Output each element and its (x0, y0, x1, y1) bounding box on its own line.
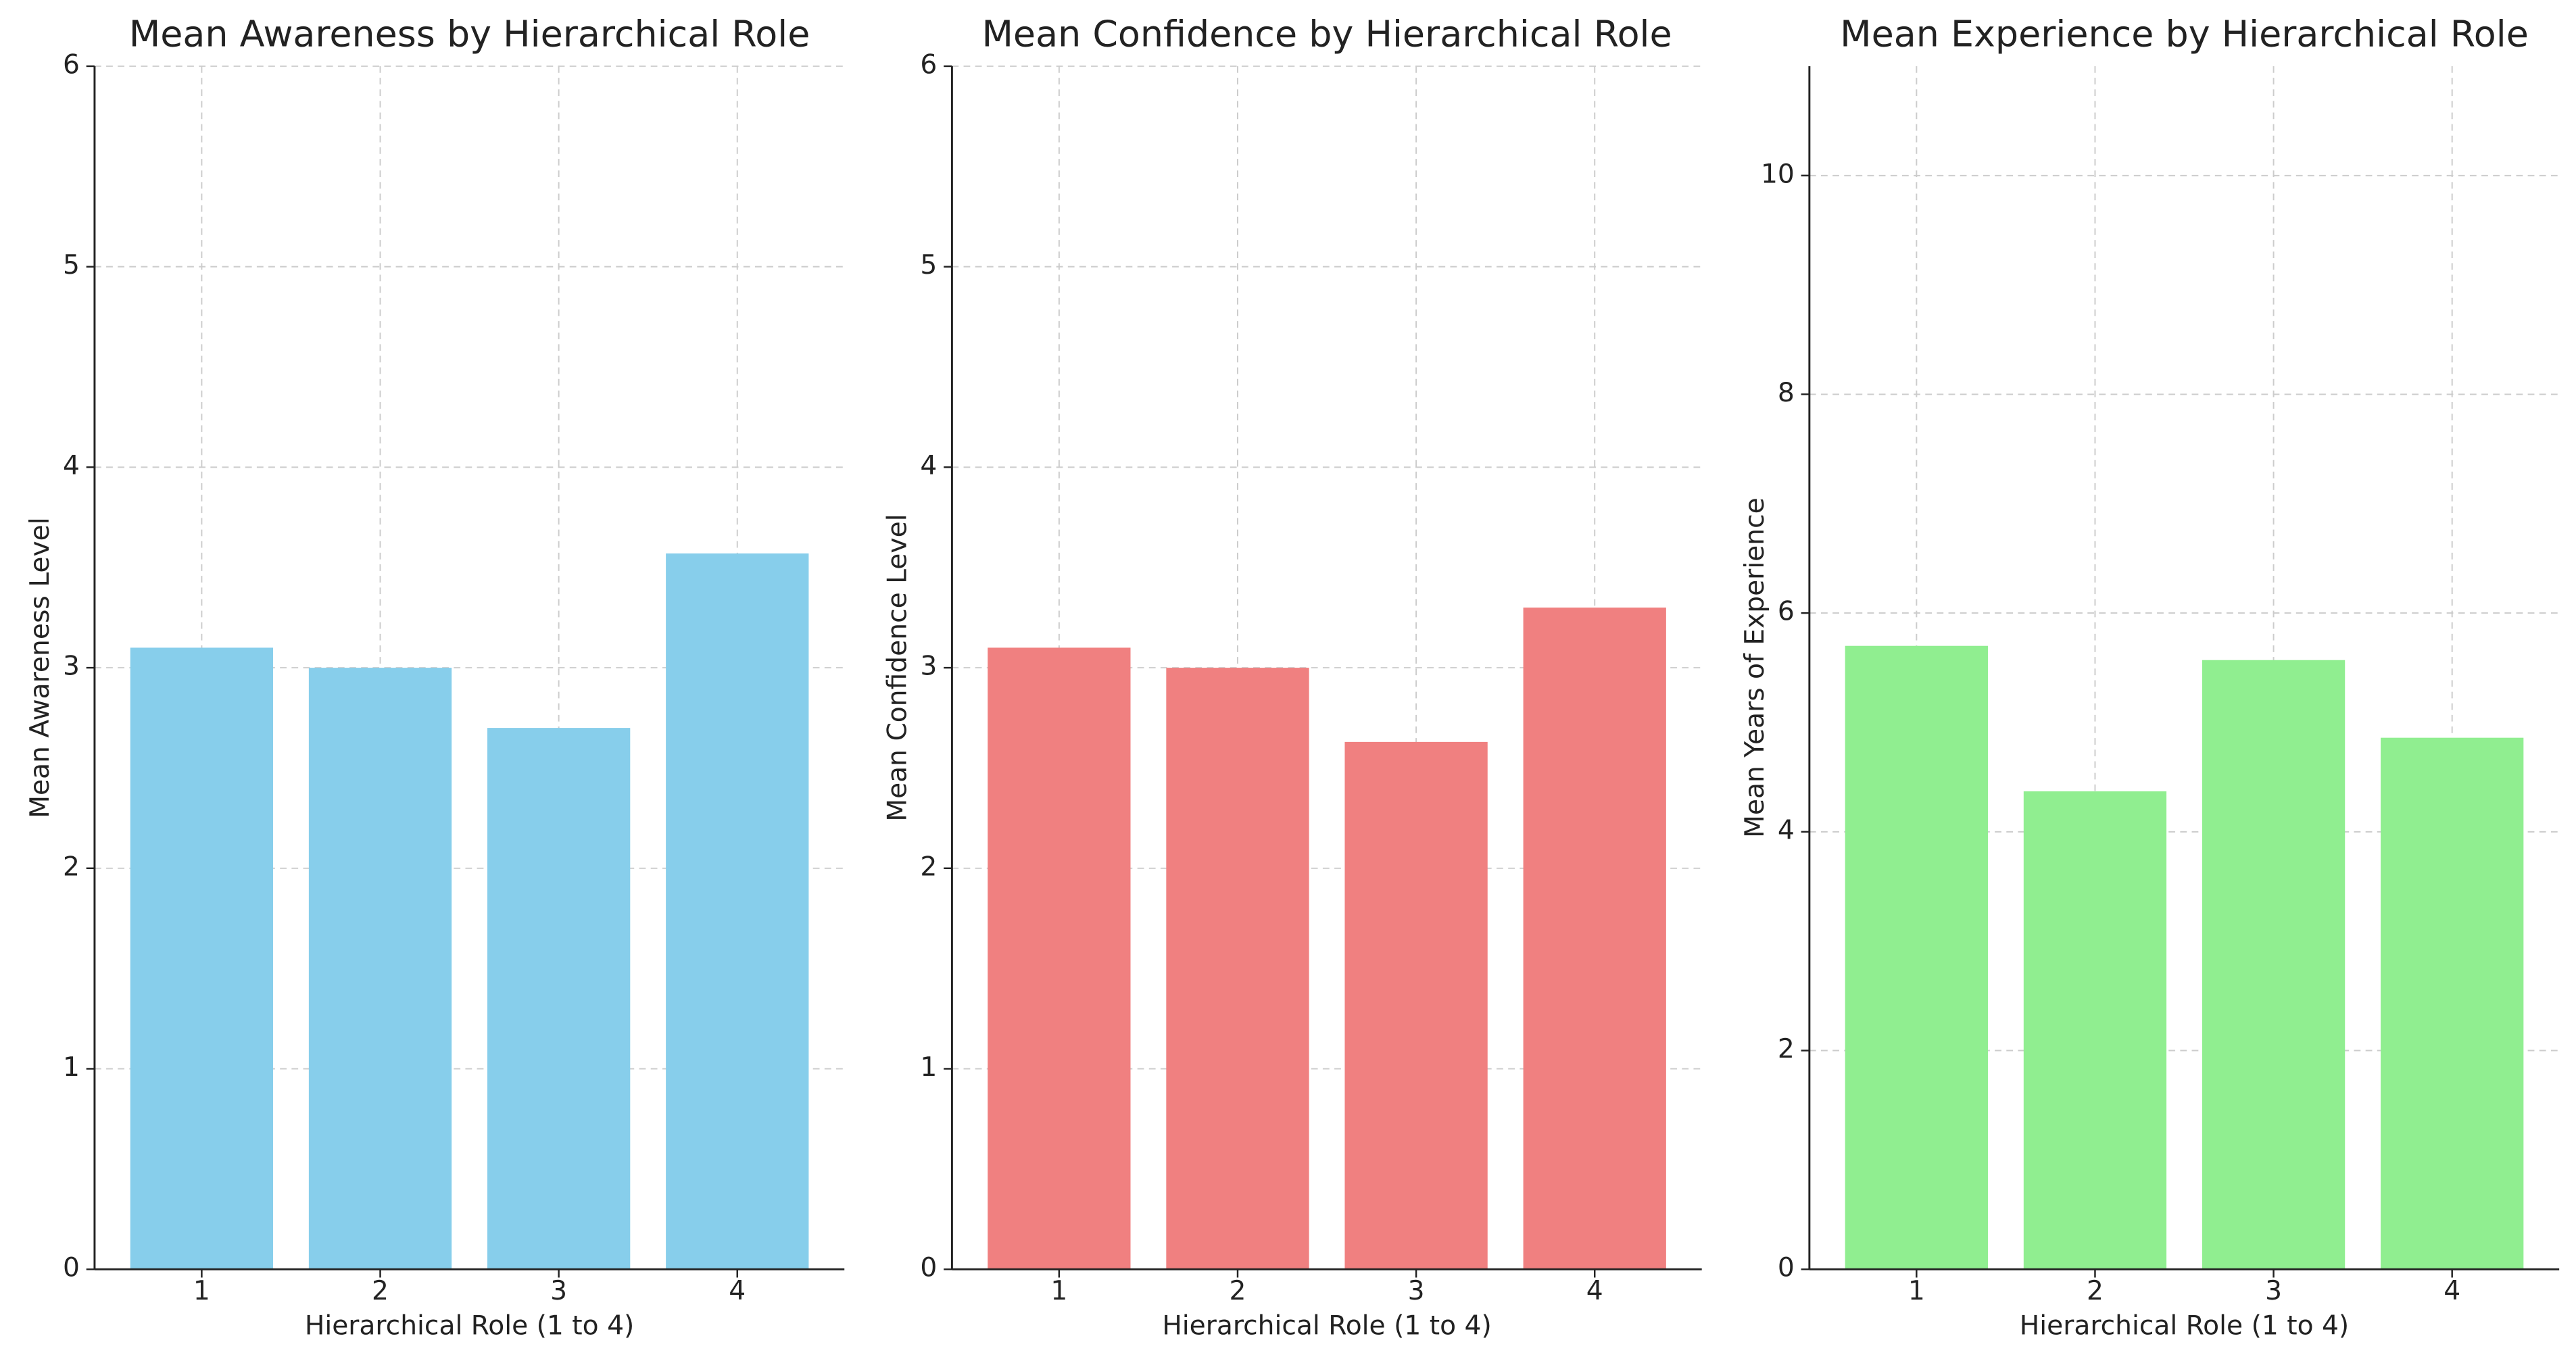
x-axis-label: Hierarchical Role (1 to 4) (1162, 1310, 1491, 1341)
y-tick-label: 2 (1778, 1034, 1795, 1064)
bar (666, 553, 809, 1270)
x-axis-label: Hierarchical Role (1 to 4) (2020, 1310, 2349, 1341)
y-axis-label: Mean Awareness Level (25, 517, 55, 818)
y-tick-label: 4 (63, 451, 80, 481)
y-tick-label: 4 (1778, 815, 1795, 845)
x-tick-label: 3 (2265, 1276, 2282, 1306)
x-tick-label: 1 (193, 1276, 210, 1306)
y-tick-label: 10 (1761, 159, 1795, 189)
bar (130, 647, 274, 1270)
x-tick-label: 3 (550, 1276, 567, 1306)
bar (1845, 645, 1988, 1270)
y-axis-label: Mean Confidence Level (883, 514, 913, 821)
x-tick-label: 1 (1908, 1276, 1925, 1306)
bar (487, 728, 631, 1270)
x-tick-label: 2 (372, 1276, 389, 1306)
y-tick-label: 3 (63, 651, 80, 682)
y-tick-label: 5 (63, 250, 80, 280)
x-tick-label: 2 (2087, 1276, 2104, 1306)
bar (988, 647, 1131, 1270)
y-tick-label: 6 (920, 49, 937, 80)
bar (1166, 668, 1309, 1270)
x-tick-label: 4 (1586, 1276, 1603, 1306)
bar (308, 668, 452, 1270)
chart-title: Mean Confidence by Hierarchical Role (981, 13, 1672, 55)
y-tick-label: 6 (63, 49, 80, 80)
y-tick-label: 4 (920, 451, 937, 481)
y-tick-label: 6 (1778, 597, 1795, 627)
y-tick-label: 1 (63, 1052, 80, 1083)
x-tick-label: 4 (729, 1276, 746, 1306)
y-tick-label: 0 (920, 1253, 937, 1283)
bar (1344, 741, 1488, 1270)
bar (2023, 791, 2167, 1270)
bar (2381, 737, 2524, 1270)
y-tick-label: 8 (1778, 378, 1795, 408)
y-tick-label: 5 (920, 250, 937, 280)
x-tick-label: 3 (1408, 1276, 1425, 1306)
chart-title: Mean Experience by Hierarchical Role (1840, 13, 2529, 55)
x-tick-label: 4 (2444, 1276, 2460, 1306)
chart-title: Mean Awareness by Hierarchical Role (129, 13, 810, 55)
x-tick-label: 2 (1230, 1276, 1246, 1306)
y-tick-label: 1 (920, 1052, 937, 1083)
x-tick-label: 1 (1050, 1276, 1067, 1306)
bar (2202, 660, 2346, 1270)
y-tick-label: 2 (920, 852, 937, 882)
y-axis-label: Mean Years of Experience (1740, 497, 1770, 838)
y-tick-label: 0 (1778, 1253, 1795, 1283)
y-tick-label: 2 (63, 852, 80, 882)
y-tick-label: 0 (63, 1253, 80, 1283)
bar (1523, 608, 1666, 1270)
x-axis-label: Hierarchical Role (1 to 4) (305, 1310, 634, 1341)
y-tick-label: 3 (920, 651, 937, 682)
